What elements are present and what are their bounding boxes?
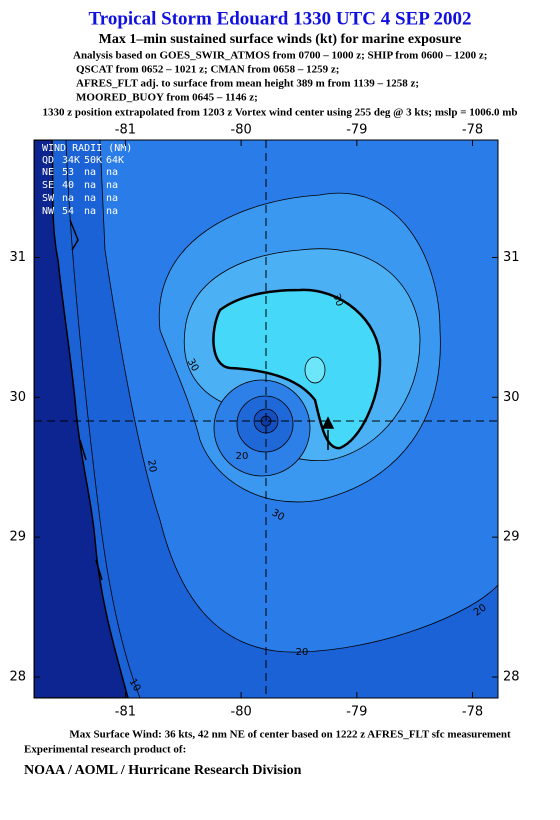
radii-header: 64K [106,155,124,166]
wind-field [34,140,498,698]
contour-label: 20 [145,459,158,473]
radii-cell: na [62,193,74,204]
lon-tick-label: -78 [462,123,483,138]
lon-tick-label: -81 [115,123,136,138]
lon-tick-label: -81 [115,705,136,720]
lat-tick-label: 29 [503,530,520,545]
radii-header: QD [42,155,54,166]
position-note: 1330 z position extrapolated from 1203 z… [42,107,517,119]
radii-cell: na [84,206,96,217]
contour-label: 20 [236,451,249,462]
lon-tick-label: -79 [346,705,367,720]
coast-detail [69,219,103,581]
info-line: AFRES_FLT adj. to surface from mean heig… [76,78,419,90]
radii-cell: SE [42,180,54,191]
radii-cell: 40 [62,180,74,191]
lon-tick-label: -79 [346,123,367,138]
title: Tropical Storm Edouard 1330 UTC 4 SEP 20… [88,8,471,29]
info-line: Analysis based on GOES_SWIR_ATMOS from 0… [73,50,487,62]
motion-arrow [321,416,335,450]
radii-title: WIND RADII (NM) [42,143,132,154]
info-line: QSCAT from 0652 – 1021 z; CMAN from 0658… [76,64,339,76]
radii-header: 34K [62,155,80,166]
organization: NOAA / AOML / Hurricane Research Divisio… [24,763,302,778]
radii-cell: na [106,180,118,191]
lat-tick-label: 28 [503,670,520,685]
subtitle: Max 1–min sustained surface winds (kt) f… [99,32,462,47]
lon-tick-label: -78 [462,705,483,720]
radii-cell: NE [42,167,54,178]
lat-tick-label: 28 [9,670,26,685]
radii-cell: na [84,193,96,204]
radii-cell: na [106,193,118,204]
radii-cell: na [84,167,96,178]
note: Experimental research product of: [24,744,186,756]
lat-tick-label: 30 [9,390,26,405]
lat-tick-label: 30 [503,390,520,405]
max-wind: Max Surface Wind: 36 kts, 42 nm NE of ce… [69,729,511,741]
radii-cell: na [106,206,118,217]
contour [304,356,326,384]
radii-cell: na [84,180,96,191]
lat-tick-label: 31 [9,250,26,265]
radii-cell: na [106,167,118,178]
contour-label: 20 [296,647,309,658]
radii-header: 50K [84,155,102,166]
info-line: MOORED_BUOY from 0645 – 1146 z; [76,92,258,104]
contour [65,140,141,698]
lon-tick-label: -80 [231,705,252,720]
lat-tick-label: 31 [503,250,520,265]
lon-tick-label: -80 [231,123,252,138]
radii-cell: SW [42,193,55,204]
contour-thick [212,288,382,450]
contour-label: 30 [330,292,345,308]
land [34,140,129,698]
radii-cell: 54 [62,206,74,217]
lat-tick-label: 29 [9,530,26,545]
map-frame [33,139,499,699]
radii-cell: NW [42,206,55,217]
radii-cell: 53 [62,167,74,178]
